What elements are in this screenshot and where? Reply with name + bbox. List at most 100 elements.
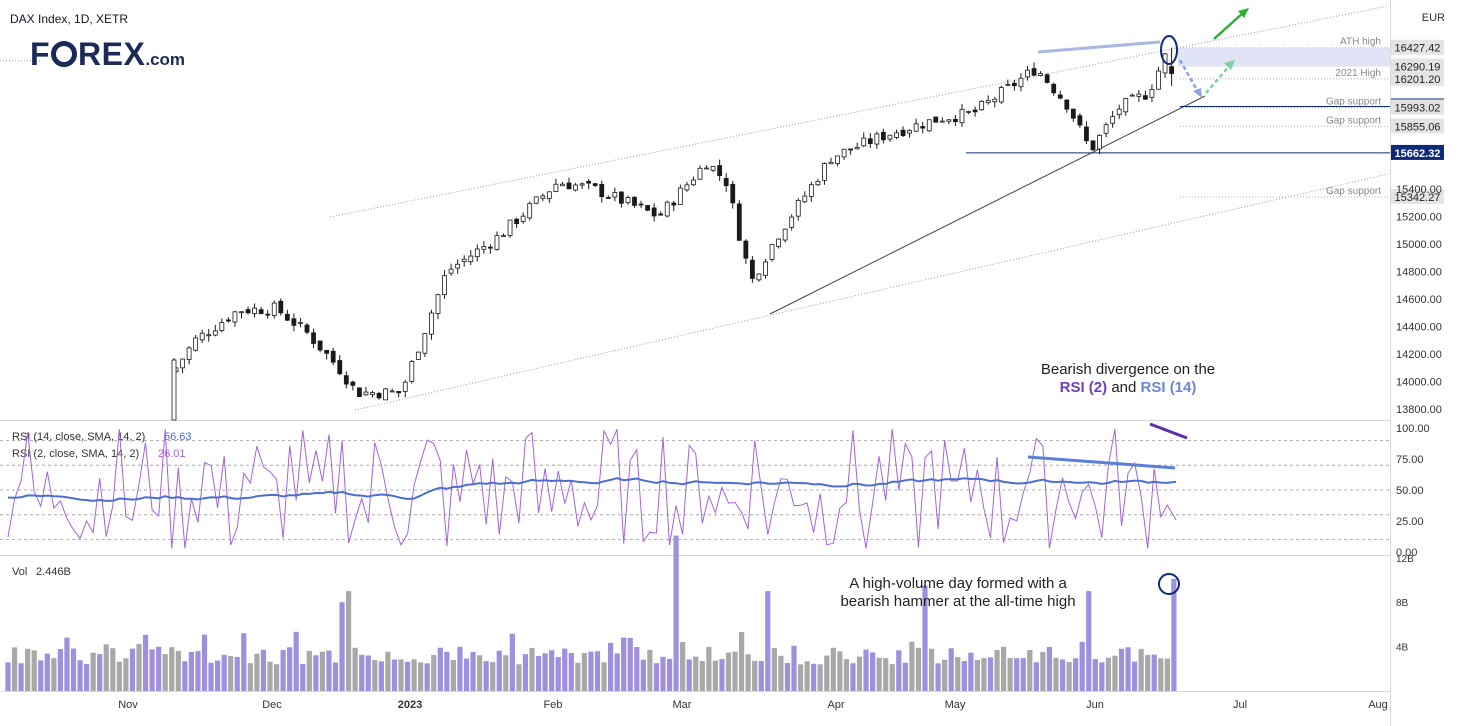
level-tag xyxy=(1391,118,1444,134)
volume-bar xyxy=(136,644,142,691)
candle-body xyxy=(625,197,631,204)
candle-body xyxy=(808,184,814,197)
candle-body xyxy=(953,119,958,123)
volume-bar xyxy=(77,660,83,691)
volume-bar xyxy=(319,651,325,691)
candle-body xyxy=(324,349,330,354)
time-axis-label: Dec xyxy=(262,699,282,711)
volume-bar xyxy=(634,647,640,691)
candle-body xyxy=(435,294,441,314)
candle-body xyxy=(199,332,205,341)
candle-body xyxy=(979,101,985,111)
candle-body xyxy=(527,203,533,219)
candle-body xyxy=(776,238,781,247)
volume-bar xyxy=(974,660,980,691)
candle-body xyxy=(907,130,912,134)
time-axis-label: May xyxy=(945,699,966,711)
candle-body xyxy=(939,120,945,123)
volume-bar xyxy=(267,661,273,691)
volume-bar xyxy=(149,649,155,691)
volume-bar xyxy=(968,652,974,691)
candle-body xyxy=(540,195,546,199)
volume-bar xyxy=(1125,647,1131,691)
divergence-line1: Bearish divergence on the xyxy=(1040,361,1216,378)
candle-body xyxy=(186,347,192,360)
volume-bar xyxy=(771,648,777,691)
volume-bar xyxy=(483,661,489,691)
volume-bar xyxy=(247,663,253,691)
candle-body xyxy=(1057,94,1063,99)
volume-bar xyxy=(1027,650,1033,691)
volume-bar xyxy=(1138,648,1144,691)
candle-body xyxy=(704,167,709,170)
candle-body xyxy=(448,268,454,274)
upper-channel-line xyxy=(329,5,1389,218)
volume-bar xyxy=(870,652,876,691)
volume-bar xyxy=(57,649,63,691)
volume-bar xyxy=(1033,662,1039,691)
volume-bar xyxy=(287,647,293,691)
grid xyxy=(0,420,1390,692)
candle-body xyxy=(225,319,231,322)
volume-bar xyxy=(1059,659,1066,691)
volume-bar xyxy=(5,662,11,691)
candle-body xyxy=(402,381,408,392)
candle-body xyxy=(317,340,323,351)
volume-bar xyxy=(1171,578,1177,691)
candle-body xyxy=(605,197,611,199)
candle-body xyxy=(854,147,860,150)
candle-body xyxy=(619,191,624,204)
candle-body xyxy=(356,387,362,398)
annotation-overlays xyxy=(1027,8,1249,595)
volume-spike-circle xyxy=(1158,573,1180,595)
candle-body xyxy=(1103,124,1109,134)
volume-bar xyxy=(25,648,31,691)
volume-bar xyxy=(1020,658,1026,691)
divergence-rsi14: RSI (14) xyxy=(1140,379,1197,396)
ath-band xyxy=(1178,47,1390,67)
volume-bar xyxy=(1132,661,1138,691)
price-tick-label: 15200.00 xyxy=(1396,212,1442,224)
volume-bar xyxy=(169,647,175,691)
candle-body xyxy=(337,360,343,375)
candle-body xyxy=(874,133,880,145)
volume-bar xyxy=(555,657,561,691)
volume-bar xyxy=(326,650,332,691)
candle-body xyxy=(553,183,559,192)
candle-body xyxy=(415,351,421,360)
volume-bar xyxy=(843,659,849,691)
candle-body xyxy=(442,275,447,296)
volume-bar xyxy=(221,654,227,691)
volume-tick-label: 12B xyxy=(1396,554,1414,565)
rsi2-line xyxy=(7,429,1177,549)
candle-body xyxy=(861,137,867,147)
candle-body xyxy=(887,134,893,140)
level-value: 15993.02 xyxy=(1395,102,1441,114)
volume-bar xyxy=(994,650,1000,691)
candle-body xyxy=(900,129,906,136)
volume-bar xyxy=(640,659,646,691)
volume-bar xyxy=(129,648,136,691)
support-trend-line xyxy=(769,95,1206,315)
volume-bar xyxy=(84,664,90,691)
candle-body xyxy=(1097,134,1102,150)
price-levels: ATH high 16427.42 16290.19 2021 High 16201.2… xyxy=(966,37,1444,204)
level-name: Gap support xyxy=(1326,115,1381,126)
volume-bar xyxy=(712,660,718,691)
level-name: 2021 High xyxy=(1335,68,1381,79)
volume-bar xyxy=(706,646,712,691)
volume-bar xyxy=(1079,641,1085,691)
candle-body xyxy=(795,199,801,217)
price-tick-label: 14600.00 xyxy=(1396,294,1442,306)
volume-bar xyxy=(673,535,679,691)
candle-body xyxy=(350,381,356,386)
volume-bar xyxy=(110,648,116,691)
level-tag xyxy=(1391,188,1444,204)
candle-body xyxy=(455,263,461,269)
candle-body xyxy=(723,177,729,187)
volume-bar xyxy=(208,662,214,691)
rsi14-legend-value: 56.63 xyxy=(164,431,192,443)
price-tick-label: 15400.00 xyxy=(1396,184,1442,196)
rsi-tick-label: 75.00 xyxy=(1396,454,1424,466)
